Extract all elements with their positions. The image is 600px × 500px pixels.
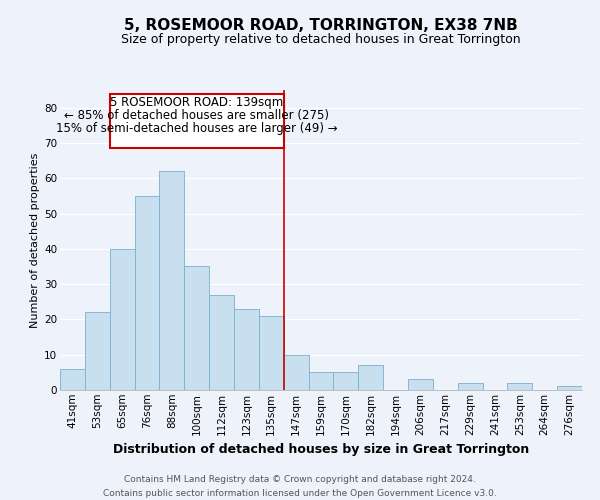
Text: Size of property relative to detached houses in Great Torrington: Size of property relative to detached ho… [121,32,521,46]
Bar [358,366,383,390]
Bar [160,171,184,390]
Bar [458,383,482,390]
Bar [209,294,234,390]
Bar [110,94,284,148]
Bar [85,312,110,390]
Bar [60,369,85,390]
Text: 5, ROSEMOOR ROAD, TORRINGTON, EX38 7NB: 5, ROSEMOOR ROAD, TORRINGTON, EX38 7NB [124,18,518,32]
Bar [259,316,284,390]
X-axis label: Distribution of detached houses by size in Great Torrington: Distribution of detached houses by size … [113,443,529,456]
Text: ← 85% of detached houses are smaller (275): ← 85% of detached houses are smaller (27… [64,110,329,122]
Bar [234,309,259,390]
Y-axis label: Number of detached properties: Number of detached properties [30,152,40,328]
Bar [284,354,308,390]
Bar [557,386,582,390]
Bar [308,372,334,390]
Text: 15% of semi-detached houses are larger (49) →: 15% of semi-detached houses are larger (… [56,122,338,135]
Bar [184,266,209,390]
Text: Contains HM Land Registry data © Crown copyright and database right 2024.
Contai: Contains HM Land Registry data © Crown c… [103,476,497,498]
Text: 5 ROSEMOOR ROAD: 139sqm: 5 ROSEMOOR ROAD: 139sqm [110,96,283,110]
Bar [408,380,433,390]
Bar [110,249,134,390]
Bar [334,372,358,390]
Bar [508,383,532,390]
Bar [134,196,160,390]
